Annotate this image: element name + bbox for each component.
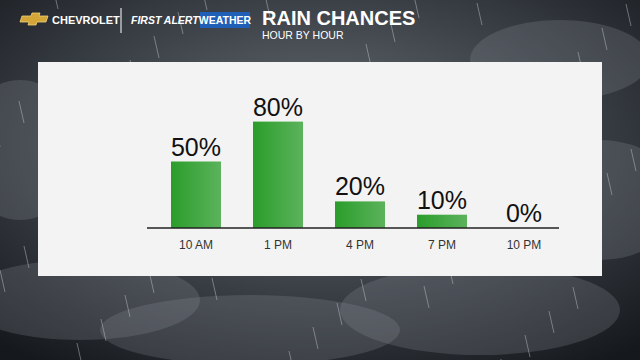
x-tick-label: 7 PM xyxy=(428,238,456,252)
rain-streak xyxy=(631,149,636,171)
rain-streak xyxy=(313,327,318,349)
data-label: 50% xyxy=(171,133,221,161)
rain-streak xyxy=(337,303,342,325)
x-tick-label: 10 PM xyxy=(507,238,542,252)
bar xyxy=(335,201,385,228)
divider xyxy=(121,8,122,33)
data-label: 10% xyxy=(417,186,467,214)
rain-streak xyxy=(424,286,429,308)
rain-streak xyxy=(101,319,106,341)
x-tick-label: 1 PM xyxy=(264,238,292,252)
rain-streak xyxy=(501,359,506,360)
canvas: CHEVROLET FIRST ALERTWEATHER RAIN CHANCESH… xyxy=(0,0,640,360)
rain-streak xyxy=(53,0,58,9)
bars xyxy=(171,122,467,228)
bar xyxy=(253,122,303,228)
rain-streak xyxy=(602,28,607,50)
rain-streak xyxy=(361,279,366,301)
data-label: 0% xyxy=(506,199,542,227)
rain-streak xyxy=(24,246,29,268)
rain-streak xyxy=(125,295,130,317)
rain xyxy=(0,0,636,360)
rain-streak xyxy=(549,311,554,333)
bowtie xyxy=(20,13,48,25)
rain-streak xyxy=(525,335,530,357)
x-tick-label: 4 PM xyxy=(346,238,374,252)
rain-streak xyxy=(202,0,207,10)
cloud xyxy=(340,265,620,355)
show-name: FIRST ALERT xyxy=(131,14,200,26)
rain-streak xyxy=(573,287,578,309)
rain-streak xyxy=(289,351,294,360)
bar xyxy=(417,215,467,228)
rain-streak xyxy=(212,278,217,300)
data-label: 20% xyxy=(335,172,385,200)
root: CHEVROLET FIRST ALERTWEATHER RAIN CHANCESH… xyxy=(0,0,640,360)
x-tick-label: 10 AM xyxy=(179,238,213,252)
title: RAIN CHANCES xyxy=(262,7,415,29)
rain-streak xyxy=(19,101,24,123)
rain-streak xyxy=(607,173,612,195)
brand: CHEVROLET xyxy=(52,14,120,26)
panel xyxy=(38,62,602,276)
rain-streak xyxy=(626,4,631,26)
rain-streak xyxy=(154,36,159,58)
bar xyxy=(171,162,221,229)
data-label: 80% xyxy=(253,93,303,121)
subtitle: HOUR BY HOUR xyxy=(262,29,344,41)
rain-streak xyxy=(77,343,82,360)
logo xyxy=(20,13,48,25)
rain-streak xyxy=(0,270,5,292)
rain-streak xyxy=(477,3,482,25)
badge: WEATHER xyxy=(199,14,252,26)
x-axis xyxy=(147,227,559,229)
